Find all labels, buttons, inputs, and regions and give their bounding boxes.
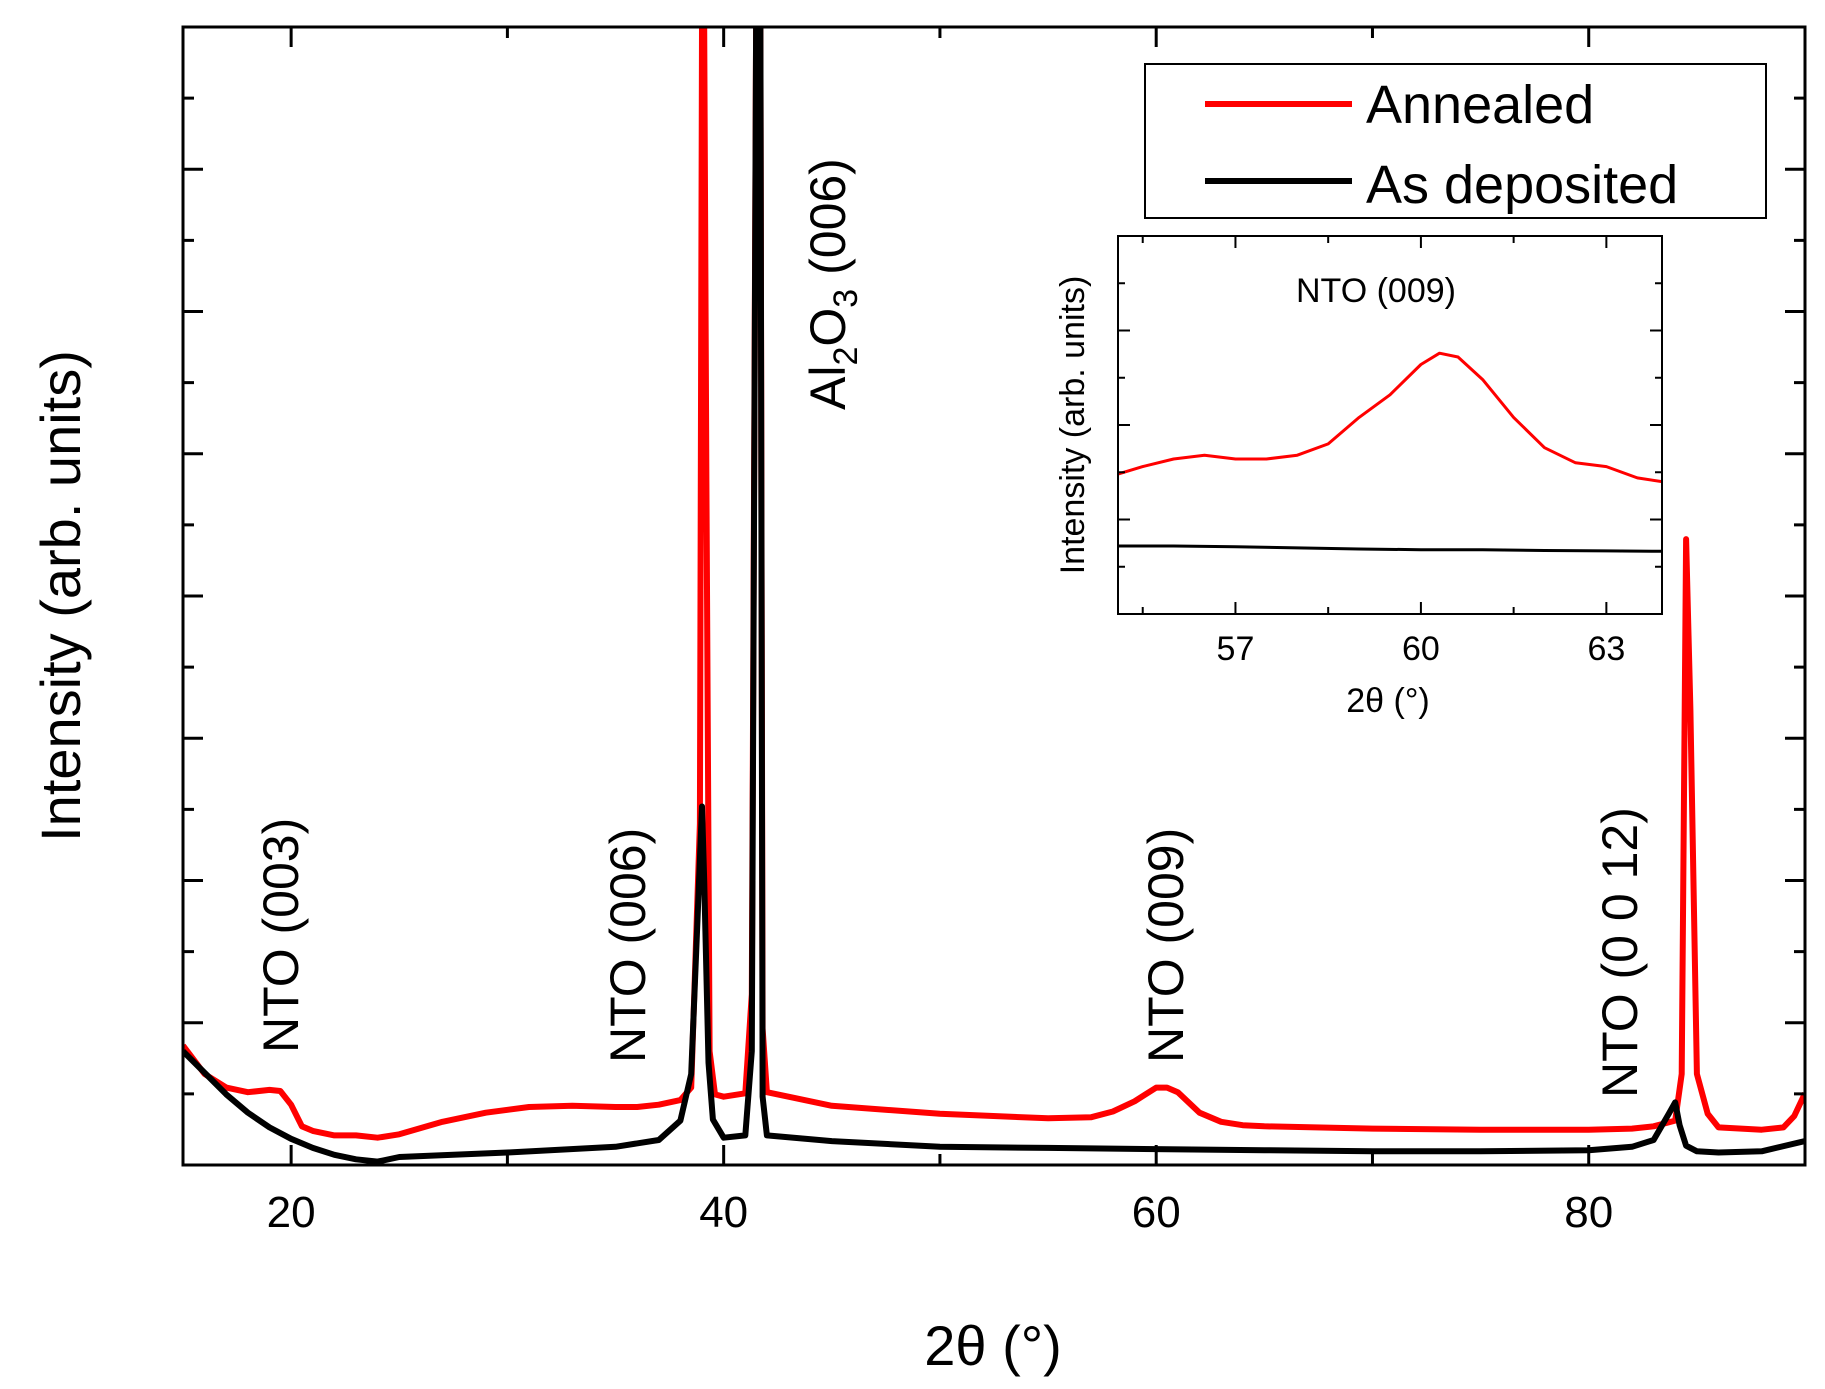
main-ticks-layer [183,27,1807,1165]
peak-label-nto-003: NTO (003) [253,818,309,1053]
main-clip-group [183,27,1805,1165]
main-plot: 20 40 60 80 NTO (003) NTO (006) NTO (009) N… [29,25,1807,1377]
inset-ticks-layer [1118,236,1662,614]
main-xtick-label: 60 [1132,1188,1181,1237]
inset-clip-group [1118,351,1662,553]
inset-title: NTO (009) [1296,272,1456,310]
legend: Annealed As deposited [1144,63,1767,219]
inset-series-annealed [1118,351,1662,484]
al2o3-o: O [800,308,856,347]
main-x-axis-title: 2θ (°) [924,1314,1062,1377]
main-xtick-label: 40 [699,1188,748,1237]
main-series-as-deposited [183,27,1805,1165]
main-xtick-label: 20 [267,1188,316,1237]
inset-xtick-label: 57 [1217,630,1255,668]
inset-xtick-label: 60 [1402,630,1440,668]
inset-series-as-deposited [1118,544,1662,553]
al2o3-sub-2: 2 [827,347,865,366]
inset-series-layer [1118,351,1662,553]
peak-label-al2o3-006: Al2O3 (006) [800,158,865,410]
peak-label-nto-006: NTO (006) [600,828,656,1063]
legend-box [1144,63,1767,219]
al2o3-suffix: (006) [800,158,856,289]
inset-y-axis-title: Intensity (arb. units) [1054,276,1092,575]
main-series-layer [183,27,1805,1165]
inset-xtick-label: 63 [1587,630,1625,668]
inset-xtick-labels: 57 60 63 [1217,630,1626,668]
inset-plot: 57 60 63 NTO (009) 2θ (°) Intensity (arb. … [1054,235,1663,720]
main-xtick-labels: 20 40 60 80 [267,1188,1614,1237]
legend-label-as-deposited: As deposited [1366,155,1678,215]
peak-label-nto-009: NTO (009) [1138,828,1194,1063]
inset-x-axis-title: 2θ (°) [1346,682,1430,720]
main-y-axis-title: Intensity (arb. units) [29,350,92,842]
main-xtick-label: 80 [1564,1188,1613,1237]
al2o3-sub-3: 3 [827,289,865,308]
peak-label-nto-0012: NTO (0 0 12) [1592,807,1648,1098]
legend-label-annealed: Annealed [1366,75,1594,135]
al2o3-al: Al [800,366,856,410]
